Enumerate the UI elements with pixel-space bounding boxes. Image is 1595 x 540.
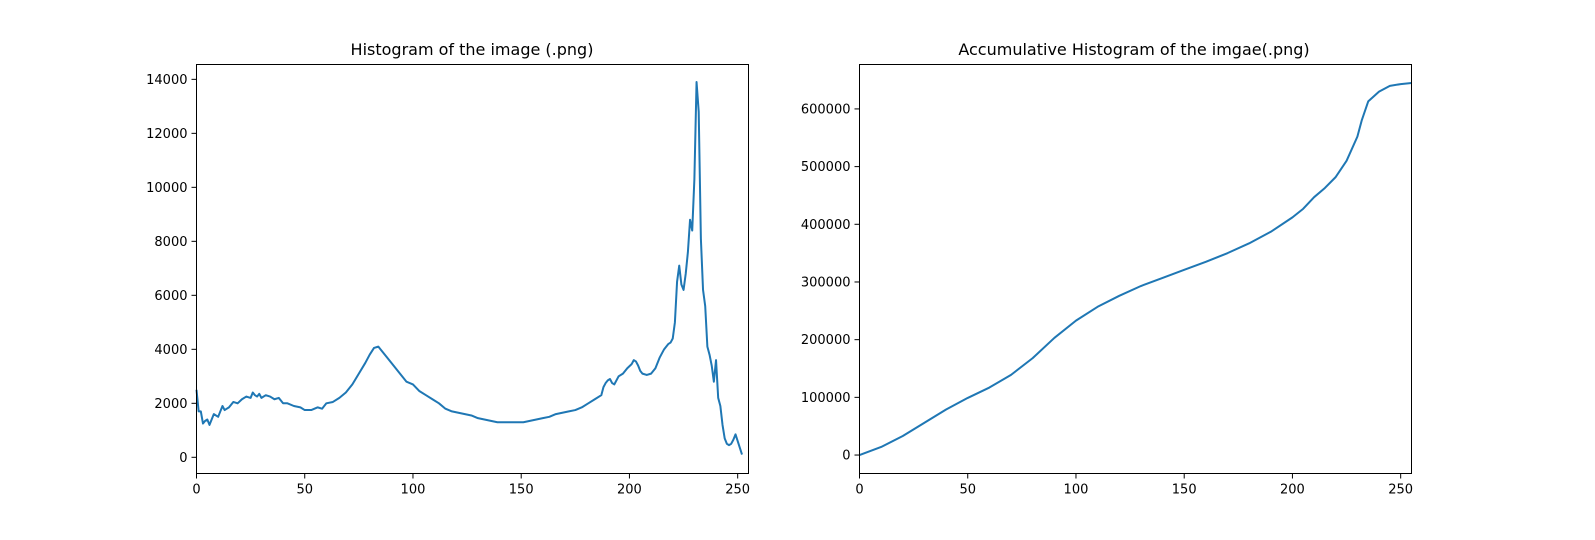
cumulative-x-axis: 0 50 100 150 200 250 xyxy=(855,473,1413,498)
histogram-axes-frame xyxy=(196,64,749,474)
cumulative-x-tick-label-3: 150 xyxy=(1172,483,1197,498)
cumulative-series-layer xyxy=(859,81,1412,456)
cumulative-y-tick-label-3: 300000 xyxy=(801,275,851,290)
histogram-y-axis: 0 2000 4000 6000 8000 10000 12000 14000 xyxy=(146,73,197,466)
cumulative-x-tick-label-5: 250 xyxy=(1388,483,1413,498)
cumulative-y-tick-label-2: 200000 xyxy=(801,333,851,348)
histogram-x-tick-label-4: 200 xyxy=(617,483,642,498)
histogram-x-tick-label-0: 0 xyxy=(192,483,200,498)
histogram-x-axis: 0 50 100 150 200 250 xyxy=(192,473,750,498)
cumulative-y-tick-label-4: 400000 xyxy=(801,218,851,233)
cumulative-histogram-title: Accumulative Histogram of the imgae(.png… xyxy=(958,40,1309,59)
histogram-y-tick-label-5: 10000 xyxy=(146,181,187,196)
cumulative-y-tick-label-0: 0 xyxy=(842,449,850,464)
cumulative-y-tick-label-1: 100000 xyxy=(801,391,851,406)
cumulative-x-tick-label-2: 100 xyxy=(1064,483,1089,498)
histogram-y-tick-label-3: 6000 xyxy=(154,289,187,304)
histogram-y-tick-label-2: 4000 xyxy=(154,343,187,358)
cumulative-x-tick-label-4: 200 xyxy=(1280,483,1305,498)
histogram-y-tick-label-1: 2000 xyxy=(154,397,187,412)
cumulative-x-tick-label-1: 50 xyxy=(959,483,976,498)
histogram-x-tick-label-1: 50 xyxy=(296,483,313,498)
cumulative-y-tick-label-6: 600000 xyxy=(801,102,851,117)
cumulative-y-tick-label-5: 500000 xyxy=(801,160,851,175)
cumulative-y-axis: 0 100000 200000 300000 400000 500000 600000 xyxy=(801,102,860,464)
histogram-x-tick-label-5: 250 xyxy=(725,483,750,498)
histogram-x-tick-label-2: 100 xyxy=(401,483,426,498)
histogram-y-tick-label-0: 0 xyxy=(179,451,187,466)
histogram-panel: Histogram of the image (.png) 0 50 100 150 2… xyxy=(146,40,750,498)
histogram-series-line-0 xyxy=(195,81,743,455)
histogram-y-tick-label-4: 8000 xyxy=(154,235,187,250)
histogram-title: Histogram of the image (.png) xyxy=(351,40,594,59)
cumulative-histogram-panel: Accumulative Histogram of the imgae(.png… xyxy=(801,40,1413,498)
histogram-series-layer xyxy=(195,81,743,455)
histogram-y-tick-label-6: 12000 xyxy=(146,127,187,142)
cumulative-axes-frame xyxy=(859,64,1412,474)
cumulative-x-tick-label-0: 0 xyxy=(855,483,863,498)
histogram-x-tick-label-3: 150 xyxy=(509,483,534,498)
histogram-y-tick-label-7: 14000 xyxy=(146,73,187,88)
cumulative-series-line-0 xyxy=(859,81,1412,456)
